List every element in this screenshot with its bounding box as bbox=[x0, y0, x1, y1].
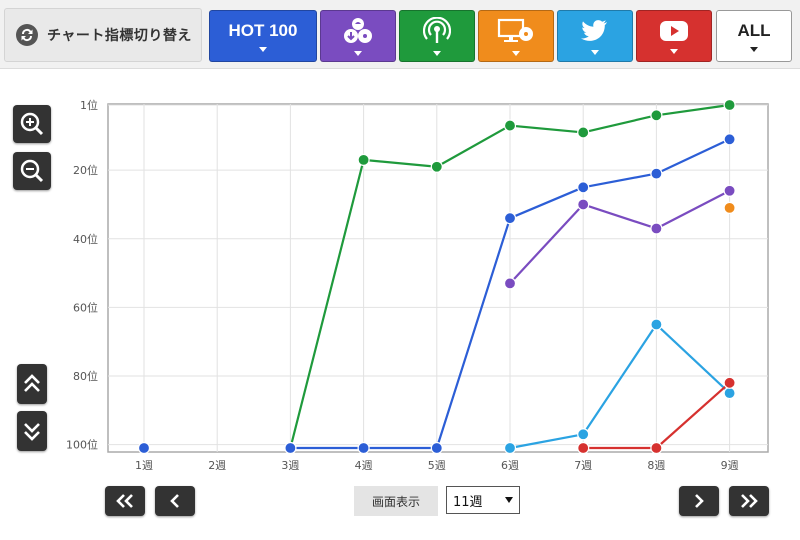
data-point[interactable] bbox=[650, 109, 663, 122]
data-point[interactable] bbox=[723, 133, 736, 146]
data-point[interactable] bbox=[723, 376, 736, 389]
zoom-out-icon bbox=[20, 159, 44, 183]
data-point[interactable] bbox=[723, 387, 736, 400]
chevron-right-icon bbox=[695, 494, 704, 508]
data-point[interactable] bbox=[577, 181, 590, 194]
data-point[interactable] bbox=[577, 428, 590, 441]
chevron-down-icon bbox=[750, 46, 758, 52]
double-chevron-up-icon bbox=[24, 374, 40, 392]
chevron-down-icon bbox=[505, 497, 513, 503]
next-page-button[interactable] bbox=[679, 486, 719, 516]
tab-sales[interactable] bbox=[320, 10, 396, 62]
chevron-down-icon bbox=[591, 49, 599, 55]
tab-radio[interactable] bbox=[399, 10, 475, 62]
x-axis-tick-labels: 1週 2週 3週 4週 5週 6週 7週 8週 9週 bbox=[135, 459, 739, 472]
grid-vertical bbox=[143, 104, 731, 452]
previous-page-button[interactable] bbox=[155, 486, 195, 516]
zoom-in-icon bbox=[20, 112, 44, 136]
chevron-down-icon bbox=[259, 46, 267, 52]
zoom-out-button[interactable] bbox=[13, 152, 51, 190]
data-point[interactable] bbox=[650, 222, 663, 235]
x-tick-label: 3週 bbox=[281, 459, 299, 472]
x-tick-label: 9週 bbox=[721, 459, 739, 472]
display-period-value: 11週 bbox=[453, 494, 483, 510]
y-tick-label: 100位 bbox=[66, 438, 98, 452]
data-point[interactable] bbox=[577, 441, 590, 455]
tab-hot100[interactable]: HOT 100 bbox=[209, 10, 317, 62]
chevron-down-icon bbox=[670, 48, 678, 54]
twitter-icon bbox=[581, 19, 607, 41]
cd-download-icon bbox=[344, 17, 372, 43]
data-point[interactable] bbox=[430, 160, 443, 173]
data-point[interactable] bbox=[650, 441, 663, 455]
x-tick-label: 8週 bbox=[647, 459, 665, 472]
data-point[interactable] bbox=[503, 212, 517, 225]
data-point[interactable] bbox=[650, 318, 663, 331]
data-point[interactable] bbox=[284, 441, 297, 455]
data-point[interactable] bbox=[577, 198, 590, 211]
y-axis-tick-labels: 1位 20位 40位 60位 80位 100位 bbox=[66, 98, 98, 452]
data-point[interactable] bbox=[357, 153, 370, 166]
display-period-label: 画面表示 bbox=[354, 486, 438, 516]
x-tick-label: 5週 bbox=[428, 459, 446, 472]
data-point[interactable] bbox=[723, 184, 736, 197]
data-point[interactable] bbox=[723, 98, 736, 112]
pc-disc-icon bbox=[497, 18, 533, 42]
display-period-select[interactable]: 11週 bbox=[446, 486, 520, 514]
double-chevron-right-icon bbox=[741, 494, 758, 508]
y-tick-label: 60位 bbox=[73, 300, 98, 314]
y-tick-label: 80位 bbox=[73, 369, 98, 383]
chart-index-switch-label: チャート指標切り替え bbox=[47, 28, 192, 44]
x-tick-label: 7週 bbox=[574, 459, 592, 472]
tab-all-label: ALL bbox=[737, 20, 771, 40]
x-tick-label: 4週 bbox=[355, 459, 373, 472]
chevron-down-icon bbox=[354, 50, 362, 56]
series-line bbox=[509, 189, 731, 285]
last-page-button[interactable] bbox=[729, 486, 769, 516]
chart-toolbar: チャート指標切り替え HOT 100 bbox=[0, 0, 800, 69]
zoom-in-button[interactable] bbox=[13, 105, 51, 143]
double-chevron-left-icon bbox=[116, 494, 133, 508]
y-tick-label: 20位 bbox=[73, 163, 98, 177]
double-chevron-down-icon bbox=[24, 423, 40, 441]
refresh-icon bbox=[16, 24, 38, 46]
data-point[interactable] bbox=[503, 277, 517, 290]
youtube-icon bbox=[660, 20, 688, 41]
y-tick-label: 40位 bbox=[73, 232, 98, 246]
tab-youtube[interactable] bbox=[636, 10, 712, 62]
x-tick-label: 2週 bbox=[208, 459, 226, 472]
tab-pc-streaming[interactable] bbox=[478, 10, 554, 62]
data-point[interactable] bbox=[430, 441, 443, 455]
x-tick-label: 1週 bbox=[135, 459, 153, 472]
chevron-left-icon bbox=[170, 494, 179, 508]
data-point[interactable] bbox=[577, 126, 590, 139]
y-tick-label: 1位 bbox=[80, 98, 98, 112]
data-point[interactable] bbox=[723, 201, 736, 214]
data-point[interactable] bbox=[503, 119, 517, 132]
data-point[interactable] bbox=[357, 441, 370, 455]
data-point[interactable] bbox=[650, 167, 663, 180]
series-line bbox=[509, 323, 731, 450]
chevron-down-icon bbox=[512, 50, 520, 56]
chevron-down-icon bbox=[433, 50, 441, 56]
x-tick-label: 6週 bbox=[501, 459, 519, 472]
plot-area bbox=[107, 103, 769, 453]
series-points bbox=[137, 98, 736, 455]
tab-all[interactable]: ALL bbox=[716, 10, 792, 62]
data-point[interactable] bbox=[137, 441, 151, 455]
tab-twitter[interactable] bbox=[557, 10, 633, 62]
first-page-button[interactable] bbox=[105, 486, 145, 516]
data-point[interactable] bbox=[503, 441, 517, 455]
scroll-up-button[interactable] bbox=[17, 364, 47, 404]
scroll-down-button[interactable] bbox=[17, 411, 47, 451]
chart-index-switch[interactable]: チャート指標切り替え bbox=[4, 8, 202, 62]
tab-hot100-label: HOT 100 bbox=[228, 20, 298, 40]
radio-broadcast-icon bbox=[423, 16, 451, 43]
